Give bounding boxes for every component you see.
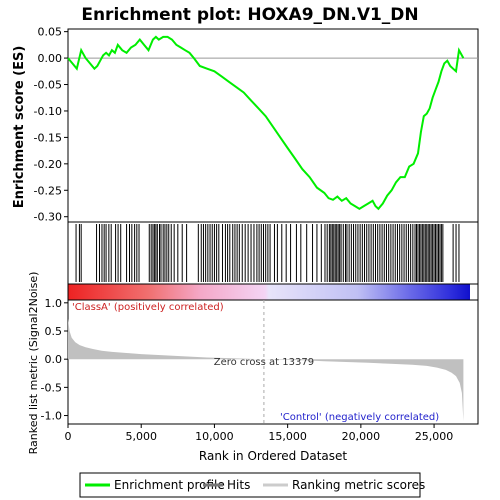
ranking-y-tick-label: 1.0	[45, 297, 63, 310]
legend-enrichment-label: Enrichment profile	[114, 478, 225, 492]
x-tick-label: 5,000	[125, 430, 157, 443]
ranking-axis-label: Ranked list metric (Signal2Noise)	[27, 272, 40, 455]
es-y-tick-label: -0.25	[34, 184, 62, 197]
es-y-tick-label: 0.05	[38, 26, 63, 39]
positive-class-label: 'ClassA' (positively correlated)	[72, 302, 224, 313]
zero-cross-label: Zero cross at 13379	[214, 357, 314, 368]
ranking-y-tick-label: 0.5	[45, 325, 63, 338]
x-axis-label: Rank in Ordered Dataset	[199, 449, 347, 463]
legend-ranking-label: Ranking metric scores	[292, 478, 425, 492]
negative-class-label: 'Control' (negatively correlated)	[280, 412, 439, 423]
es-axis-label: Enrichment score (ES)	[12, 46, 27, 209]
x-tick-label: 20,000	[342, 430, 381, 443]
x-tick-label: 25,000	[415, 430, 454, 443]
legend-hits-label: Hits	[227, 478, 250, 492]
ranking-y-tick-label: -0.5	[41, 381, 62, 394]
legend-box	[79, 472, 421, 498]
es-y-tick-label: -0.15	[34, 131, 62, 144]
ranking-y-axis: 1.0 0.5 0.0 -0.5 -1.0	[41, 297, 68, 423]
hits-marks	[75, 224, 460, 282]
es-y-tick-label: -0.05	[34, 79, 62, 92]
es-y-tick-label: -0.20	[34, 158, 62, 171]
es-y-axis: 0.05 0.00 -0.05 -0.10 -0.15 -0.20 -0.25 -0.30	[34, 26, 68, 224]
ranking-y-tick-label: 0.0	[45, 353, 63, 366]
ranking-y-tick-label: -1.0	[41, 410, 62, 423]
x-axis: 0 5,000 10,000 15,000 20,000 25,000	[65, 424, 454, 443]
es-y-tick-label: 0.00	[38, 52, 63, 65]
ranking-color-bar	[68, 284, 470, 300]
x-tick-label: 10,000	[195, 430, 234, 443]
chart-title: Enrichment plot: HOXA9_DN.V1_DN	[81, 5, 418, 25]
enrichment-profile-line	[67, 35, 465, 211]
x-tick-label: 0	[65, 430, 72, 443]
es-y-tick-label: -0.30	[34, 211, 62, 224]
es-y-tick-label: -0.10	[34, 105, 62, 118]
x-tick-label: 15,000	[268, 430, 307, 443]
